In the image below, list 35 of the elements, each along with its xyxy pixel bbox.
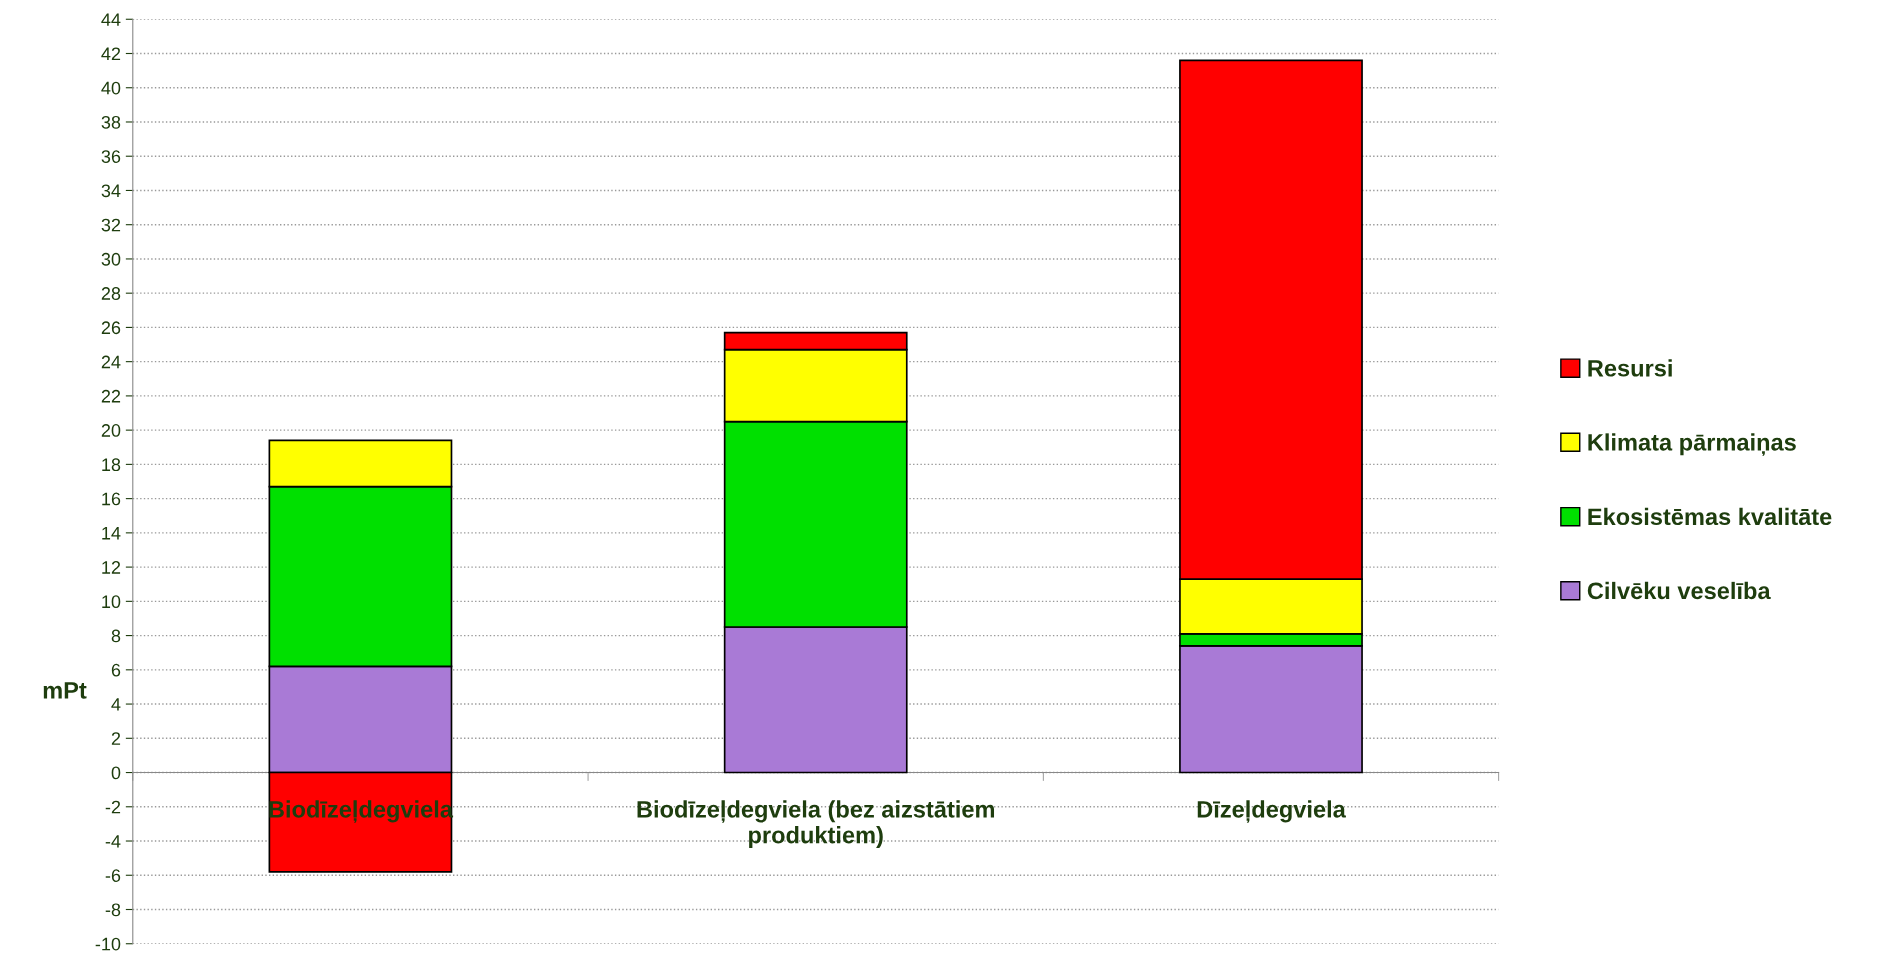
y-tick-label: 8 [111,629,121,643]
legend-label: Ekosistēmas kvalitāte [1588,507,1832,526]
y-tick-label: 34 [101,184,121,198]
y-tick-label: 0 [111,766,121,780]
y-tick-label: 22 [101,389,121,403]
y-tick-label: 12 [102,561,121,574]
y-tick-label: 36 [101,150,121,163]
y-tick-label: 38 [101,115,121,129]
y-tick-label: -2 [105,800,121,814]
y-tick-label: 16 [102,492,121,506]
y-tick-label: 4 [111,698,121,711]
y-tick-label: -10 [95,937,121,951]
y-tick-label: -6 [105,869,121,882]
y-tick-label: -8 [105,903,121,917]
y-tick-label: 18 [102,458,121,472]
y-tick-label: 40 [101,81,121,95]
y-tick-label: 6 [111,663,121,677]
y-tick-label: 30 [101,252,121,266]
y-tick-label: 20 [101,424,121,437]
legend-label: Cilvēku veselība [1587,581,1771,600]
y-axis-title: mPt [43,682,87,699]
y-tick-label: 10 [102,595,121,609]
y-tick-label: 32 [101,218,121,232]
x-tick-label: Biodīzeļdegviela (bez aizstātiem produktiem) [637,800,995,849]
y-tick-label: 42 [101,47,121,61]
y-tick-label: 24 [101,355,121,369]
y-tick-label: -4 [105,835,121,848]
y-tick-label: 28 [101,287,121,300]
y-tick-label: 26 [101,321,121,335]
y-tick-label: 2 [111,732,121,745]
y-tick-label: 14 [102,526,121,540]
legend-label: Resursi [1588,359,1672,377]
y-tick-label: 44 [101,13,121,26]
x-tick-label: Dīzeļdegviela [1197,800,1346,823]
legend-label: Klimata pārmaiņas [1588,433,1796,456]
